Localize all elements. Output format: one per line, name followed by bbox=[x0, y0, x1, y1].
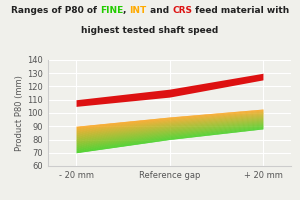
Text: FINE: FINE bbox=[100, 6, 123, 15]
Text: ,: , bbox=[123, 6, 130, 15]
Text: INT: INT bbox=[130, 6, 147, 15]
Text: Ranges of P80 of: Ranges of P80 of bbox=[11, 6, 100, 15]
Text: and: and bbox=[147, 6, 172, 15]
Text: highest tested shaft speed: highest tested shaft speed bbox=[81, 26, 219, 35]
Text: feed material with: feed material with bbox=[192, 6, 289, 15]
Y-axis label: Product P80 (mm): Product P80 (mm) bbox=[16, 75, 25, 151]
Text: CRS: CRS bbox=[172, 6, 192, 15]
